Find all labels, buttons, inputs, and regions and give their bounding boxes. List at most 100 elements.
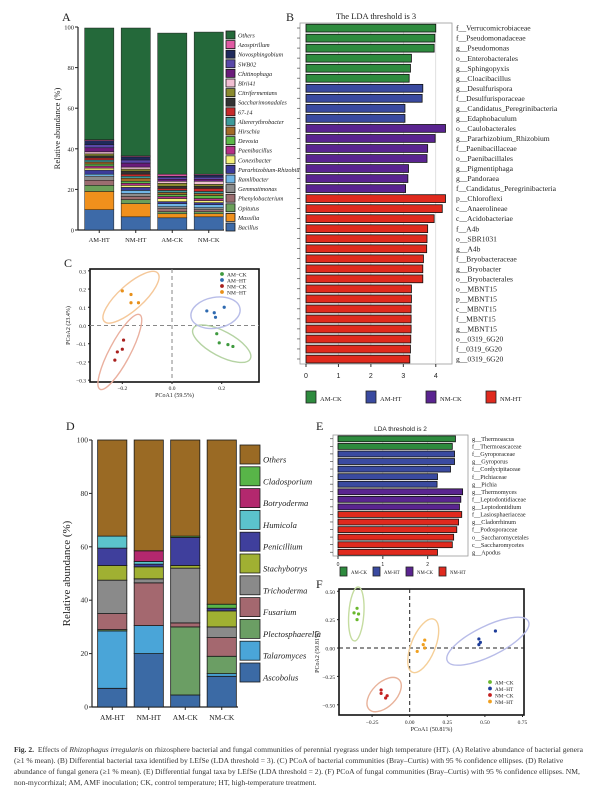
legend-marker [488, 699, 492, 704]
taxon-label: g__Leptodontidium [472, 504, 521, 511]
legend-swatch [225, 212, 236, 222]
lda-bar [337, 450, 455, 458]
x-tick-label: 4 [434, 373, 438, 380]
y-tick-label: −0.2 [76, 360, 86, 366]
figure-caption: Fig. 2. Effects of Rhizophagus irregular… [14, 744, 594, 788]
taxon-label: o__Saccharomycetales [472, 534, 529, 541]
lda-bar [305, 63, 411, 73]
legend-label: Penicillium [262, 542, 303, 552]
legend-swatch [225, 78, 236, 88]
legend-marker [488, 680, 492, 684]
legend-swatch [225, 126, 236, 136]
taxon-label: g__0319_6G20 [456, 355, 503, 364]
lda-bar [305, 294, 412, 304]
taxon-label: f__Pichiaceae [472, 474, 507, 481]
confidence-ellipse [347, 586, 365, 642]
lda-bar [305, 43, 435, 53]
y-tick-label: 0.50 [325, 590, 335, 596]
y-tick-label: −0.25 [322, 675, 335, 681]
legend-swatch [239, 553, 261, 574]
panel-letter-c: C [64, 256, 73, 270]
legend-marker [488, 686, 492, 691]
y-axis-label: PCoA2 (50.81%) [314, 631, 321, 673]
bar-segment-others [157, 32, 188, 175]
legend-label: AM−CK [495, 680, 514, 686]
legend-swatch [225, 174, 236, 184]
taxon-label: g__Cloacibacillus [456, 74, 511, 83]
bar-segment-plectosphaerella [170, 626, 201, 696]
x-tick-label: 0.50 [480, 720, 490, 726]
taxon-label: f__Pseudomonadaceae [456, 34, 526, 43]
legend-label: Others [263, 455, 287, 465]
taxon-label: g__Bryobacter [456, 264, 502, 273]
taxon-label: g__Edaphobaculum [456, 114, 517, 123]
lda-bar [305, 254, 424, 264]
taxon-label: g__Pandoraea [456, 174, 500, 183]
caption-label: Fig. 2. [14, 745, 35, 754]
lda-bar [305, 94, 423, 103]
data-point [379, 691, 383, 696]
chart-b-bacterial-lefse: The LDA threshold is 3 0 1 2 3 4 f__Verrucomic… [297, 11, 558, 404]
caption-text-start: Effects of [37, 745, 70, 754]
legend-label: Blrii41 [238, 81, 256, 88]
bar-segment-talaromyces [133, 625, 164, 655]
x-tick-label: 2 [426, 562, 429, 568]
chart-c-bacterial-pcoa: −0.2 0.0 0.2 −0.3 −0.2 −0.1 0.0 0.1 0.2 0.3 PCoA1 … [65, 268, 260, 399]
lda-bar [305, 304, 412, 314]
legend-label: Talaromyces [263, 651, 307, 661]
taxon-label: p__Chloroflexi [456, 194, 502, 203]
legend-swatch [225, 184, 236, 194]
legend-swatch [239, 575, 261, 596]
legend-label: Phenylobacterium [237, 196, 284, 203]
legend-swatch [239, 662, 261, 683]
lda-bar [305, 274, 424, 284]
taxon-label: f__Lasiosphaeriaceae [472, 512, 526, 519]
legend-swatch [239, 597, 261, 617]
legend-label: AM-HT [380, 396, 401, 403]
y-tick-label: 100 [77, 436, 89, 445]
taxon-label: f__Verrucomicrobiaceae [456, 24, 531, 33]
legend-label: NM-CK [440, 396, 462, 403]
data-point [379, 688, 383, 692]
y-tick-label: 0.0 [79, 324, 86, 330]
taxon-label: g__MBNT15 [456, 325, 497, 334]
legend-swatch [239, 619, 261, 639]
lda-bar [305, 73, 410, 83]
lda-bar [305, 53, 412, 63]
taxon-label: f__Cordycipitaceae [472, 466, 521, 473]
data-point [493, 629, 498, 633]
y-tick-label: −0.1 [76, 342, 86, 348]
y-tick-label: 0 [84, 703, 88, 712]
legend-label: Pararhizobium-Rhizobium [237, 167, 304, 174]
taxon-label: c__MBNT15 [456, 304, 497, 313]
legend-label: Opitutus [238, 205, 260, 212]
y-tick-label: 40 [68, 146, 75, 153]
taxon-label: o__MBNT15 [456, 284, 497, 293]
taxon-label: f__MBNT15 [456, 315, 496, 324]
data-point [478, 640, 482, 644]
legend-swatch [225, 107, 236, 117]
lda-bar [337, 518, 459, 526]
x-tick-label: 0.0 [169, 386, 176, 392]
taxon-label: g__Candidatus_Peregrinibacteria [456, 104, 558, 113]
x-tick-label: 0.2 [218, 386, 225, 392]
x-tick-label: 0 [304, 373, 308, 380]
x-tick-label: 2 [369, 373, 373, 380]
lda-bar [305, 264, 424, 274]
legend-label: Conexibacter [238, 157, 272, 164]
lda-bar [305, 234, 428, 244]
legend-label: AM-HT [384, 571, 400, 576]
data-point [415, 649, 419, 654]
taxon-label: p__MBNT15 [456, 294, 497, 303]
lda-bar [305, 104, 406, 113]
data-point [129, 301, 133, 305]
y-tick-label: 60 [81, 542, 89, 551]
y-tick-label: 0.1 [79, 306, 86, 312]
x-tick-label: 1 [336, 373, 340, 380]
caption-species-name: Rhizophagus irregularis [69, 745, 144, 754]
lda-bar [305, 33, 436, 43]
x-tick-label: 1 [381, 562, 384, 568]
lda-bar [305, 284, 412, 294]
y-tick-label: −0.50 [322, 703, 335, 709]
legend-swatch [225, 117, 236, 126]
